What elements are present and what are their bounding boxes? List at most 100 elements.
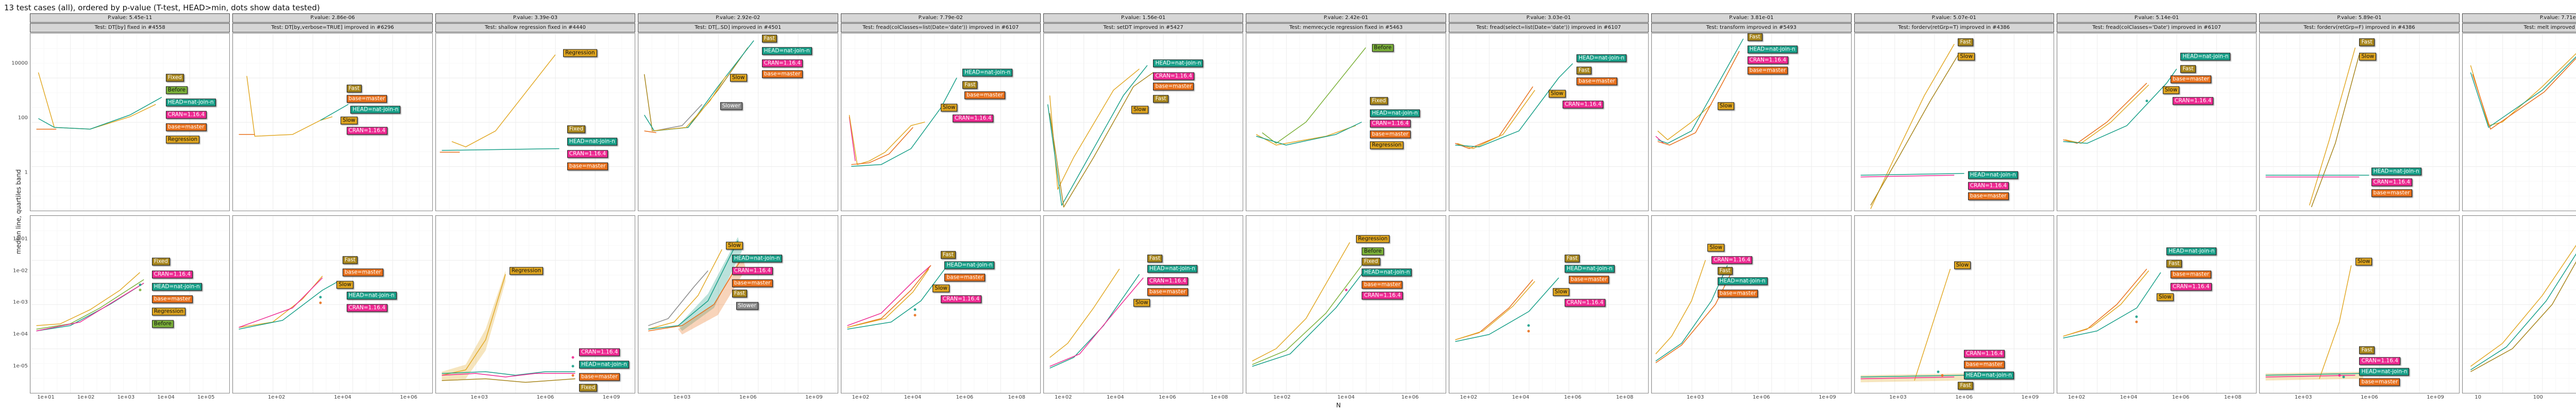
series-label: Before xyxy=(1371,44,1394,52)
series-label: Slow xyxy=(1958,53,1975,61)
series-label: HEAD=nat-join-n xyxy=(1968,171,2018,179)
strip-pvalue: P.value: 1.56e-01 xyxy=(1043,13,1244,23)
panel-seconds: Slow Fast CRAN=1.16.4 HEAD=nat-join-n base=m… xyxy=(2259,215,2460,393)
series-label: Slower xyxy=(736,302,758,310)
series-label: base=master xyxy=(2171,270,2211,279)
strip-pvalue: P.value: 7.71e-01 xyxy=(2462,13,2576,23)
x-ticks: 101001000 xyxy=(2462,393,2576,402)
strip-test: Test: forderv(retGrp=F) improved in #438… xyxy=(2259,23,2460,32)
data-tested-dot xyxy=(1527,324,1530,327)
x-tick: 1e+03 xyxy=(2294,394,2312,400)
facet: P.value: 5.14e-01 Test: fread(colClasses… xyxy=(2056,13,2257,402)
series-label: base=master xyxy=(964,91,1005,99)
strip-test: Test: fread(colClasses='Date') improved … xyxy=(2056,23,2257,32)
panel-kilobytes: Before Fixed HEAD=nat-join-n CRAN=1.16.4 bas… xyxy=(1246,33,1446,211)
series-line xyxy=(847,265,930,327)
x-tick: 1e+06 xyxy=(2172,394,2190,400)
panel-seconds: Fast HEAD=nat-join-n base=master Slow CRAN=1… xyxy=(1448,215,1649,393)
strip-pvalue: P.value: 5.45e-11 xyxy=(30,13,230,23)
series-label: Fast xyxy=(1958,382,1973,390)
series-label: HEAD=nat-join-n xyxy=(761,47,812,55)
series-label: Slow xyxy=(1131,106,1148,114)
series-label: CRAN=1.16.4 xyxy=(2359,357,2400,365)
strip-pvalue: P.value: 2.92e-02 xyxy=(638,13,838,23)
series-label: base=master xyxy=(1968,192,2009,200)
series-label: CRAN=1.16.4 xyxy=(2171,283,2212,291)
series-line xyxy=(1870,55,1958,205)
series-label: base=master xyxy=(944,273,986,282)
series-line xyxy=(1860,375,1964,377)
x-tick: 1e+03 xyxy=(117,394,135,400)
panel-seconds: Regression Before Fixed HEAD=nat-join-n base… xyxy=(1246,215,1446,393)
x-ticks: 1e+02 1e+04 1e+06 xyxy=(1246,393,1446,402)
series-label: Fast xyxy=(1147,254,1162,263)
data-tested-dot xyxy=(319,301,322,304)
series-line xyxy=(1455,278,1558,341)
series-line xyxy=(2312,55,2360,207)
series-label: CRAN=1.16.4 xyxy=(1711,256,1753,264)
series-label: Slow xyxy=(2157,293,2174,301)
series-label: CRAN=1.16.4 xyxy=(346,304,388,312)
quartile-band xyxy=(442,270,506,381)
series-label: Regression xyxy=(1369,141,1404,149)
x-tick: 1e+06 xyxy=(400,394,417,400)
x-ticks: 1e+02 1e+04 1e+06 xyxy=(232,393,432,402)
series-label: base=master xyxy=(342,268,383,277)
series-label: CRAN=1.16.4 xyxy=(1369,119,1411,128)
series-label: HEAD=nat-join-n xyxy=(944,261,995,269)
panel-kilobytes: SlowFastHEAD=nat-join-nbase=masterCRAN=1… xyxy=(2462,33,2576,211)
series-line xyxy=(442,372,575,375)
series-line xyxy=(2470,248,2576,370)
series-label: Slow xyxy=(726,242,743,250)
series-label: Slow xyxy=(1954,261,1971,269)
panel-seconds: HEAD=nat-join-n Fast base=master CRAN=1.16.… xyxy=(2056,215,2257,393)
series-label: Fast xyxy=(1153,95,1168,103)
x-tick: 1e+06 xyxy=(956,394,974,400)
x-ticks: 1e+03 1e+06 1e+09 xyxy=(435,393,635,402)
series-label: Regression xyxy=(563,49,597,57)
x-tick: 1e+02 xyxy=(268,394,285,400)
x-tick: 1e+02 xyxy=(2067,394,2086,400)
series-label: Regression xyxy=(509,267,544,275)
series-label: CRAN=1.16.4 xyxy=(2371,178,2413,186)
facet: P.value: 2.92e-02 Test: DT[,.SD] improve… xyxy=(638,13,838,402)
panel-seconds: Slow CRAN=1.16.4 Fast HEAD=nat-join-n base=m… xyxy=(1651,215,1852,393)
series-line xyxy=(2063,272,2160,338)
series-line xyxy=(849,115,925,164)
x-ticks: 1e+03 1e+06 1e+09 xyxy=(1854,393,2054,402)
series-line xyxy=(1252,243,1350,361)
series-label: base=master xyxy=(567,162,608,170)
series-line xyxy=(2065,85,2148,144)
x-tick: 1e+02 xyxy=(77,394,95,400)
series-line xyxy=(1050,269,1120,357)
y-tick: 1e-02 xyxy=(13,268,28,274)
series-label: CRAN=1.16.4 xyxy=(1147,277,1189,285)
facet: P.value: 2.42e-01 Test: memrecycle regre… xyxy=(1246,13,1446,402)
series-label: base=master xyxy=(1577,77,1617,85)
series-line xyxy=(648,241,738,329)
x-tick: 1e+06 xyxy=(1158,394,1176,400)
panel-kilobytes: Fast Slow HEAD=nat-join-n CRAN=1.16.4 base=m… xyxy=(1854,33,2054,211)
series-label: base=master xyxy=(151,295,193,303)
series-line xyxy=(1455,63,1572,147)
x-tick: 1e+02 xyxy=(852,394,870,400)
series-label: CRAN=1.16.4 xyxy=(952,114,994,123)
data-tested-dot xyxy=(913,308,917,311)
strip-pvalue: P.value: 3.39e-03 xyxy=(435,13,636,23)
series-label: Fast xyxy=(962,81,978,89)
series-label: base=master xyxy=(761,70,803,78)
series-line xyxy=(1262,48,1366,144)
plot-area: median line, quartiles band 10000 100 1 1e-… xyxy=(2,13,2576,402)
series-label: CRAN=1.16.4 xyxy=(2173,97,2214,105)
series-line xyxy=(37,280,144,329)
series-line xyxy=(1656,265,1727,361)
series-line xyxy=(1656,136,1664,144)
series-label: HEAD=nat-join-n xyxy=(1577,54,1626,62)
series-line xyxy=(2470,243,2576,367)
series-label: HEAD=nat-join-n xyxy=(962,68,1013,77)
panel-kilobytes: HEAD=nat-join-n CRAN=1.16.4 base=master Fas… xyxy=(1043,33,1244,211)
series-line xyxy=(442,274,505,375)
series-label: CRAN=1.16.4 xyxy=(1564,299,1606,307)
series-line xyxy=(648,259,742,331)
series-label: base=master xyxy=(1964,360,2005,369)
